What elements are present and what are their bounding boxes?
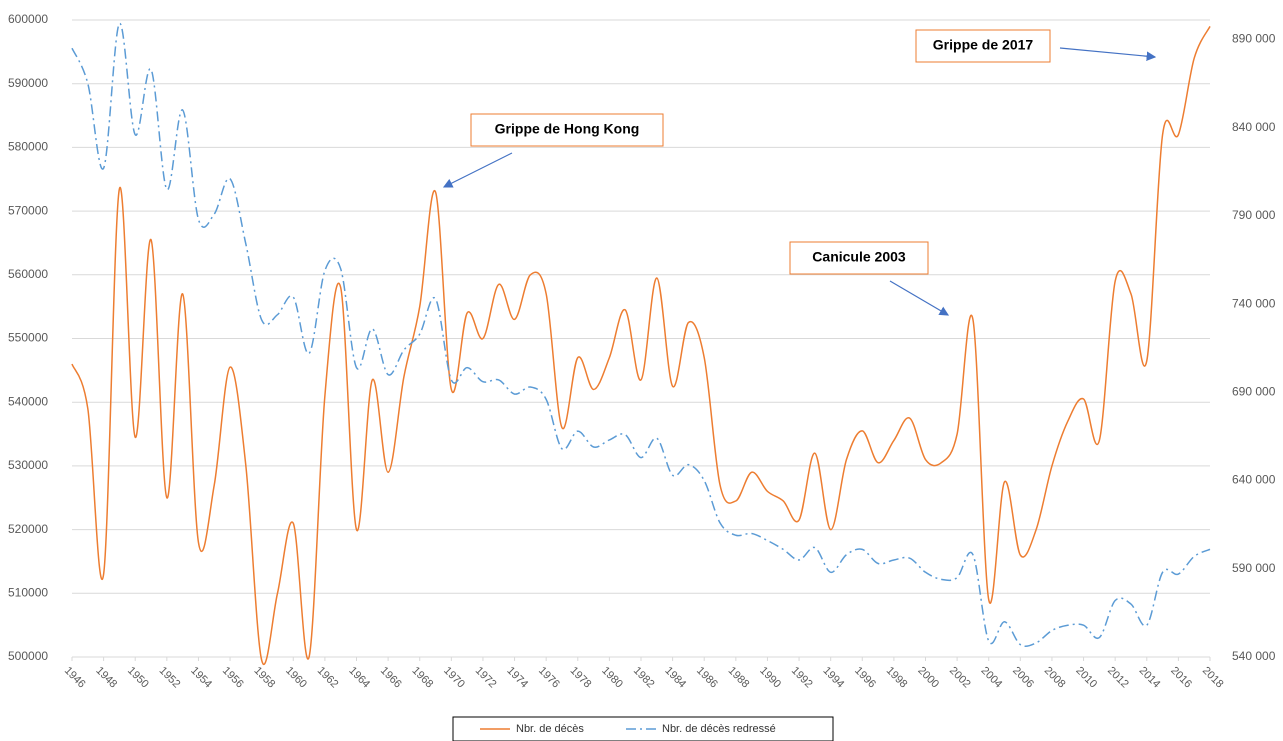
- x-tick-label: 2018: [1200, 665, 1226, 691]
- y-tick-label: 550000: [8, 331, 48, 345]
- x-tick-label: 1990: [757, 665, 783, 691]
- x-tick-label: 1952: [157, 665, 183, 691]
- legend-box: [452, 716, 834, 741]
- y-tick-label: 540000: [8, 394, 48, 408]
- x-tick-label: 2010: [1073, 665, 1099, 691]
- y-tick-label: 590000: [8, 76, 48, 90]
- x-tick-label: 1964: [346, 665, 372, 691]
- x-tick-label: 1994: [820, 665, 846, 691]
- x-tick-label: 1968: [410, 665, 436, 691]
- x-tick-label: 1970: [441, 665, 467, 691]
- annotation-box: [470, 113, 664, 147]
- y-tick-label: 580000: [8, 140, 48, 154]
- y2-tick-label: 790 000: [1232, 208, 1276, 222]
- x-tick-label: 1958: [251, 665, 277, 691]
- annotation-text: Canicule 2003: [812, 249, 906, 265]
- x-tick-label: 2008: [1042, 665, 1068, 691]
- y-tick-label: 530000: [8, 458, 48, 472]
- x-tick-label: 1950: [125, 665, 151, 691]
- y-tick-label: 520000: [8, 522, 48, 536]
- annotation-box: [789, 241, 929, 275]
- annotation-arrow: [889, 280, 950, 316]
- x-tick-label: 1998: [884, 665, 910, 691]
- annotation-text: Grippe de 2017: [933, 37, 1034, 53]
- x-tick-label: 1982: [631, 665, 657, 691]
- x-tick-label: 1956: [220, 665, 246, 691]
- annotation-arrow: [442, 152, 513, 188]
- x-tick-label: 1996: [852, 665, 878, 691]
- x-tick-label: 1966: [378, 665, 404, 691]
- series-line: [71, 26, 1211, 665]
- x-tick-label: 2014: [1137, 665, 1163, 691]
- y2-tick-label: 590 000: [1232, 561, 1276, 575]
- x-tick-label: 1946: [62, 665, 88, 691]
- x-tick-label: 1948: [93, 665, 119, 691]
- x-tick-label: 2006: [1010, 665, 1036, 691]
- y2-tick-label: 840 000: [1232, 120, 1276, 134]
- x-tick-label: 1988: [726, 665, 752, 691]
- y-tick-label: 570000: [8, 203, 48, 217]
- y-tick-label: 500000: [8, 649, 48, 663]
- legend-label: Nbr. de décès redressé: [662, 723, 776, 735]
- x-tick-label: 1962: [315, 665, 341, 691]
- annotation-arrow: [1059, 47, 1157, 61]
- x-tick-label: 2004: [979, 665, 1005, 691]
- x-tick-label: 1976: [536, 665, 562, 691]
- y2-tick-label: 640 000: [1232, 473, 1276, 487]
- y2-tick-label: 740 000: [1232, 296, 1276, 310]
- y-tick-label: 510000: [8, 585, 48, 599]
- x-tick-label: 1986: [694, 665, 720, 691]
- y-tick-label: 560000: [8, 267, 48, 281]
- x-tick-label: 2016: [1168, 665, 1194, 691]
- x-tick-label: 1960: [283, 665, 309, 691]
- annotation-text: Grippe de Hong Kong: [495, 121, 640, 137]
- y2-tick-label: 690 000: [1232, 384, 1276, 398]
- x-tick-label: 1980: [599, 665, 625, 691]
- y2-tick-label: 540 000: [1232, 649, 1276, 663]
- x-tick-label: 1972: [473, 665, 499, 691]
- x-tick-label: 1978: [568, 665, 594, 691]
- y2-tick-label: 890 000: [1232, 32, 1276, 46]
- x-tick-label: 1954: [188, 665, 214, 691]
- y-tick-label: 600000: [8, 12, 48, 26]
- x-tick-label: 2012: [1105, 665, 1131, 691]
- x-tick-label: 1992: [789, 665, 815, 691]
- annotation-box: [915, 29, 1051, 63]
- x-tick-label: 2000: [915, 665, 941, 691]
- x-tick-label: 2002: [947, 665, 973, 691]
- legend-label: Nbr. de décès: [516, 723, 584, 735]
- x-tick-label: 1974: [504, 665, 530, 691]
- series-line: [71, 22, 1211, 648]
- x-tick-label: 1984: [662, 665, 688, 691]
